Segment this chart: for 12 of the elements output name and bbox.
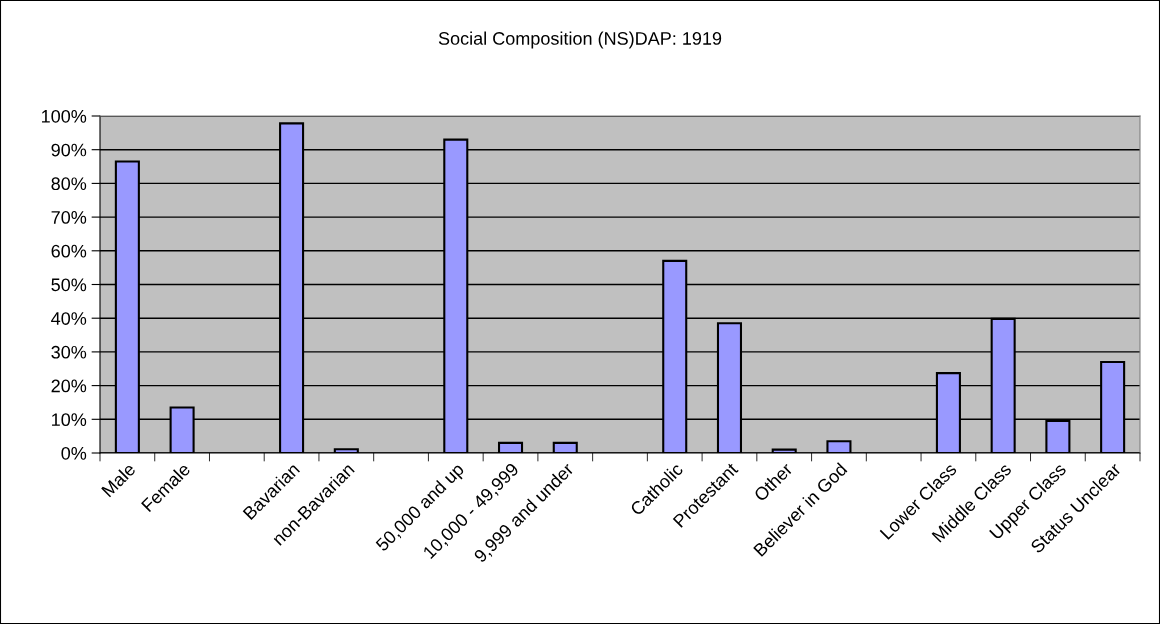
y-tick-label: 20% bbox=[51, 379, 87, 393]
y-tick-label: 80% bbox=[51, 177, 87, 191]
y-tick-label: 50% bbox=[51, 278, 87, 292]
y-tick-label: 90% bbox=[51, 143, 87, 157]
y-tick-label: 10% bbox=[52, 413, 87, 427]
y-tick-label: 70% bbox=[51, 211, 87, 224]
y-tick-label: 0% bbox=[61, 446, 87, 460]
y-tick-label: 100% bbox=[42, 109, 87, 123]
y-tick-label: 40% bbox=[51, 312, 87, 325]
chart-title: Social Composition (NS)DAP: 1919 bbox=[438, 31, 722, 49]
y-tick-label: 30% bbox=[51, 345, 87, 359]
y-tick-label: 60% bbox=[51, 244, 87, 258]
